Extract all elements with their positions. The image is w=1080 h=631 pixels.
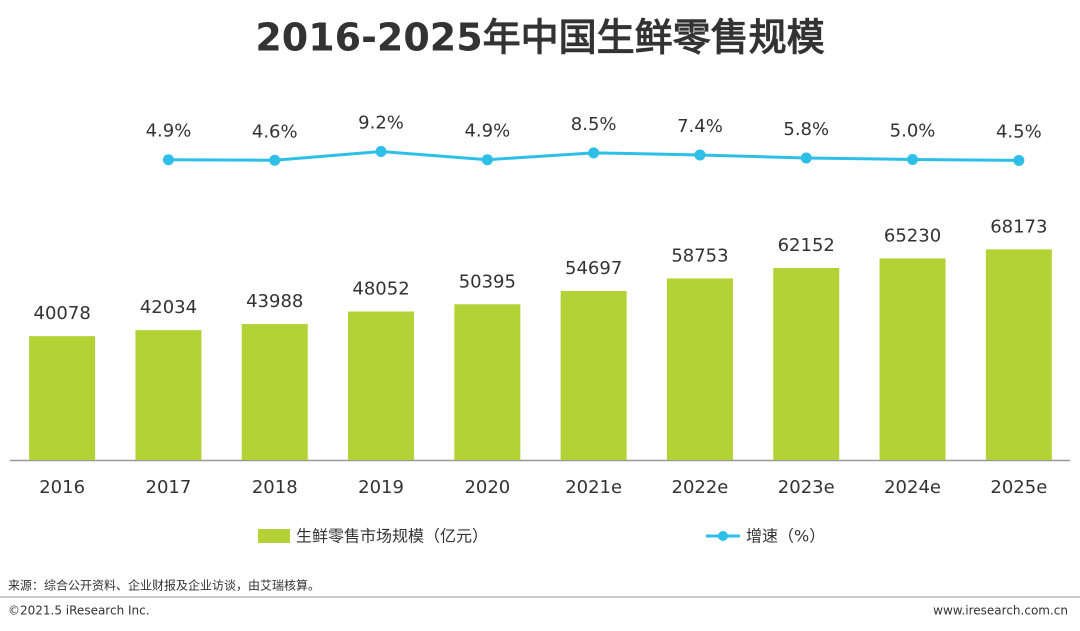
chart-title: 2016-2025年中国生鲜零售规模: [255, 16, 824, 60]
x-tick-label: 2023e: [778, 477, 835, 498]
x-tick-label: 2025e: [990, 477, 1047, 498]
data-label: 65230: [884, 225, 941, 246]
bar: [666, 278, 733, 460]
bar: [348, 311, 415, 460]
data-label: 7.4%: [677, 116, 723, 137]
x-tick-label: 2024e: [884, 477, 941, 498]
data-label: 42034: [140, 297, 197, 318]
data-label: 5.8%: [783, 119, 829, 140]
bar: [29, 336, 96, 460]
bar: [773, 267, 840, 460]
line-point: [162, 154, 174, 166]
line-point: [481, 154, 493, 166]
data-label: 4.9%: [146, 121, 192, 142]
bar: [560, 290, 627, 460]
line-point: [800, 152, 812, 164]
x-tick-label: 2021e: [565, 477, 622, 498]
data-label: 62152: [778, 235, 835, 256]
data-label: 4.5%: [996, 121, 1042, 142]
data-label: 4.9%: [464, 121, 510, 142]
legend-label: 增速（%）: [746, 527, 825, 546]
data-label: 9.2%: [358, 113, 404, 134]
x-tick-label: 2019: [358, 477, 404, 498]
legend-swatch: [718, 531, 728, 541]
data-label: 40078: [34, 303, 91, 324]
data-label: 4.6%: [252, 121, 298, 142]
data-label: 43988: [246, 291, 303, 312]
line-point: [694, 149, 706, 161]
data-label: 58753: [671, 245, 728, 266]
copyright: ©2021.5 iResearch Inc.: [8, 604, 150, 618]
line-point: [588, 147, 600, 159]
x-tick-label: 2016: [39, 477, 85, 498]
bar: [985, 249, 1052, 460]
data-label: 48052: [352, 279, 409, 300]
x-tick-label: 2020: [464, 477, 510, 498]
line-point: [269, 154, 281, 166]
website: www.iresearch.com.cn: [933, 604, 1068, 618]
line-point: [907, 154, 919, 165]
data-label: 50395: [459, 271, 516, 292]
bar: [135, 330, 202, 460]
x-tick-label: 2017: [146, 477, 192, 498]
bar: [454, 304, 521, 460]
data-label: 68173: [990, 216, 1047, 237]
source-note: 来源：综合公开资料、企业财报及企业访谈，由艾瑞核算。: [8, 578, 320, 593]
legend-swatch: [258, 529, 290, 543]
data-label: 54697: [565, 258, 622, 279]
bar: [879, 258, 946, 460]
x-tick-label: 2018: [252, 477, 298, 498]
data-label: 8.5%: [571, 114, 617, 135]
legend-label: 生鲜零售市场规模（亿元）: [296, 527, 488, 546]
line-point: [375, 146, 387, 158]
bar: [241, 324, 308, 460]
x-tick-label: 2022e: [672, 477, 729, 498]
line-point: [1013, 154, 1025, 166]
data-label: 5.0%: [890, 121, 936, 142]
